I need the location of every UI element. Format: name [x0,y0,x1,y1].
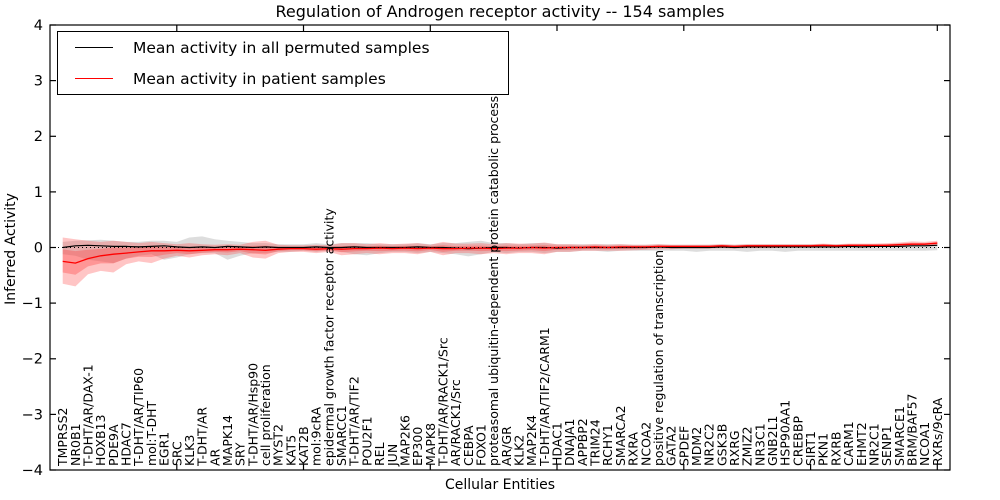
y-tick-label: 4 [34,18,43,34]
y-tick-label: −3 [22,407,43,423]
x-tick-label: SENP1 [879,425,894,466]
x-tick-label: positive regulation of transcription [651,250,666,466]
legend-entry-permuted: Mean activity in all permuted samples [58,33,508,63]
x-tick-label: PKN1 [816,433,831,466]
patient-confidence-band [62,237,938,287]
x-axis-title: Cellular Entities [444,477,556,493]
x-tick-label: POU2F1 [359,416,374,466]
legend-entry-patient: Mean activity in patient samples [58,64,508,94]
x-tick-label: HDAC7 [119,422,134,466]
x-tick-label: EP300 [410,427,425,466]
x-tick-label: EHMT2 [854,422,869,466]
x-tick-label: KLK2 [512,435,527,466]
x-tick-label: TRIM24 [588,419,603,467]
x-tick-label: MAP2K6 [397,415,412,466]
legend-label-permuted: Mean activity in all permuted samples [133,38,430,57]
x-tick-label: SRC [169,441,184,466]
x-tick-label: ZMIZ2 [740,426,755,466]
x-tick-label: MYST2 [271,424,286,466]
y-tick-label: 3 [34,74,43,90]
x-tick-label: NR2C1 [866,423,881,466]
legend-box: Mean activity in all permuted samples Me… [57,31,509,95]
x-tick-label: AR/GR [499,426,514,466]
x-tick-label: KAT2B [296,426,311,466]
x-tick-label: AR [207,448,222,466]
y-tick-label: −2 [22,352,43,368]
x-tick-label: RXRA [626,432,641,466]
x-tick-label: AR/RACK1/Src [448,379,463,466]
patient-confidence-band-inner [62,241,938,275]
x-tick-label: T-DHT/AR/DAX-1 [81,364,96,467]
x-tick-label: mol:9cRA [309,406,324,466]
x-tick-label: APPBP2 [575,418,590,466]
x-tick-label: JUN [385,444,400,467]
x-tick-label: PDE9A [106,424,121,466]
x-tick-label: GATA2 [664,426,679,466]
x-tick-label: TMPRSS2 [55,408,70,467]
x-tick-label: cell proliferation [258,364,273,466]
x-tick-label: SMARCC1 [334,405,349,466]
x-tick-label: MAPK8 [423,423,438,466]
y-tick-label: −4 [22,463,43,479]
x-tick-label: MDM2 [689,427,704,466]
x-tick-label: SRY [233,442,248,466]
x-tick-label: KAT5 [283,435,298,466]
x-tick-label: SIRT1 [803,431,818,466]
x-tick-label: RXRs/9cRA [930,397,945,466]
x-tick-label: MAPK14 [220,415,235,466]
y-axis-title: Inferred Activity [3,193,19,305]
x-tick-label: NCOA1 [917,422,932,466]
x-tick-label: HOXB13 [93,415,108,466]
x-tick-label: FOXO1 [474,424,489,466]
x-tick-label: BRM/BAF57 [905,394,920,466]
permuted-mean-line [62,244,938,250]
x-tick-label: SPDEF [676,426,691,466]
x-tick-label: CREBBP [790,416,805,466]
x-tick-label: CARM1 [841,421,856,466]
x-tick-label: EGR1 [157,432,172,466]
y-tick-label: 0 [34,240,43,256]
x-tick-label: DNAJA1 [562,419,577,467]
y-tick-label: −1 [22,296,43,312]
x-tick-label: RXRB [828,431,843,466]
y-tick-label: 1 [34,185,43,201]
x-tick-label: T-DHT/AR/RACK1/Src [436,337,451,467]
patient-line-sample [75,78,113,79]
x-tick-label: T-DHT/AR [195,407,210,467]
x-tick-label: T-DHT/AR/Hsp90 [245,363,260,467]
x-tick-label: proteasomal ubiquitin-dependent protein … [486,96,501,466]
x-tick-label: T-DHT/AR/TIP60 [131,368,146,467]
x-tick-label: T-DHT/AR/TIF2/CARM1 [537,327,552,467]
patient-mean-line [62,242,938,264]
x-tick-label: epidermal growth factor receptor activit… [321,208,336,466]
chart-title: Regulation of Androgen receptor activity… [275,2,725,21]
x-tick-label: HDAC1 [550,422,565,466]
x-tick-label: REL [372,442,387,466]
x-tick-label: SMARCA2 [613,405,628,466]
x-tick-label: HSP90AA1 [778,400,793,466]
x-tick-label: MAP2K4 [524,415,539,466]
x-tick-label: NR3C1 [752,423,767,466]
x-tick-label: NR2C2 [702,423,717,466]
x-tick-label: mol:T-DHT [144,400,159,466]
x-tick-label: RXRG [727,430,742,466]
permuted-line-sample [75,47,113,48]
x-tick-label: KLK3 [182,435,197,466]
x-tick-label: RCHY1 [600,424,615,466]
legend-label-patient: Mean activity in patient samples [133,69,386,88]
x-tick-label: GSK3B [714,424,729,466]
x-tick-label: SMARCE1 [892,406,907,466]
x-tick-label: CEBPA [461,425,476,466]
x-tick-label: NR0B1 [68,423,83,466]
x-tick-label: NCOA2 [638,422,653,466]
x-tick-label: T-DHT/AR/TIF2 [347,376,362,467]
y-tick-label: 2 [34,129,43,145]
permuted-confidence-band [62,236,938,264]
x-tick-label: GNB2L1 [765,416,780,466]
